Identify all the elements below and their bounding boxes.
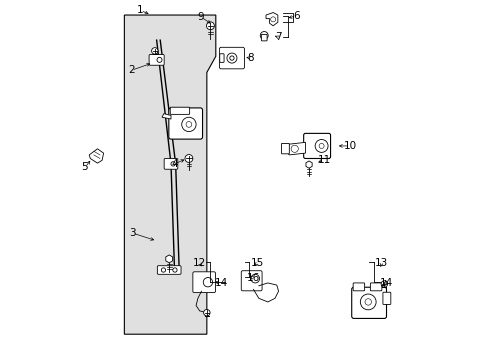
Polygon shape bbox=[165, 255, 172, 263]
Text: 16: 16 bbox=[246, 273, 259, 283]
Polygon shape bbox=[265, 13, 277, 26]
Circle shape bbox=[319, 143, 324, 148]
Text: 1: 1 bbox=[137, 5, 143, 15]
Circle shape bbox=[203, 310, 210, 316]
Text: 14: 14 bbox=[215, 278, 228, 288]
FancyBboxPatch shape bbox=[281, 143, 289, 154]
Text: 13: 13 bbox=[374, 258, 387, 268]
FancyBboxPatch shape bbox=[303, 134, 330, 158]
Circle shape bbox=[380, 281, 387, 287]
FancyBboxPatch shape bbox=[149, 54, 164, 65]
FancyBboxPatch shape bbox=[241, 271, 262, 291]
FancyBboxPatch shape bbox=[261, 35, 266, 41]
Circle shape bbox=[229, 56, 234, 60]
Text: 11: 11 bbox=[317, 155, 330, 165]
Text: 9: 9 bbox=[197, 12, 203, 22]
Circle shape bbox=[206, 22, 214, 30]
Text: 6: 6 bbox=[293, 11, 299, 21]
Circle shape bbox=[290, 145, 298, 152]
FancyBboxPatch shape bbox=[382, 292, 390, 305]
Circle shape bbox=[314, 139, 327, 152]
Text: 10: 10 bbox=[343, 141, 356, 151]
FancyBboxPatch shape bbox=[164, 158, 178, 169]
Text: 7: 7 bbox=[274, 32, 281, 42]
FancyBboxPatch shape bbox=[352, 283, 364, 291]
Circle shape bbox=[260, 32, 267, 40]
Circle shape bbox=[360, 294, 375, 310]
Polygon shape bbox=[89, 149, 103, 163]
Polygon shape bbox=[285, 142, 305, 155]
Circle shape bbox=[157, 57, 162, 62]
Text: 12: 12 bbox=[193, 258, 206, 268]
Text: 5: 5 bbox=[81, 162, 88, 172]
FancyBboxPatch shape bbox=[168, 108, 202, 139]
Circle shape bbox=[185, 122, 191, 127]
Circle shape bbox=[161, 268, 165, 272]
FancyBboxPatch shape bbox=[219, 54, 224, 62]
Polygon shape bbox=[305, 161, 311, 168]
Circle shape bbox=[171, 162, 175, 166]
Circle shape bbox=[184, 154, 192, 162]
Circle shape bbox=[172, 268, 177, 272]
Circle shape bbox=[270, 17, 275, 22]
Circle shape bbox=[182, 117, 196, 132]
Text: 14: 14 bbox=[379, 278, 392, 288]
FancyBboxPatch shape bbox=[170, 107, 189, 114]
Polygon shape bbox=[162, 114, 171, 119]
FancyBboxPatch shape bbox=[219, 47, 244, 69]
Circle shape bbox=[203, 278, 212, 287]
Circle shape bbox=[226, 53, 237, 63]
FancyBboxPatch shape bbox=[157, 266, 181, 274]
Text: 2: 2 bbox=[128, 65, 135, 75]
FancyBboxPatch shape bbox=[351, 287, 386, 319]
Text: 4: 4 bbox=[171, 159, 178, 169]
Polygon shape bbox=[124, 15, 215, 334]
Circle shape bbox=[250, 274, 259, 283]
Text: 3: 3 bbox=[129, 228, 136, 238]
FancyBboxPatch shape bbox=[192, 272, 215, 293]
Circle shape bbox=[151, 48, 158, 54]
Text: 15: 15 bbox=[250, 258, 263, 268]
FancyBboxPatch shape bbox=[369, 283, 381, 291]
Text: 8: 8 bbox=[247, 53, 254, 63]
Circle shape bbox=[364, 299, 371, 305]
